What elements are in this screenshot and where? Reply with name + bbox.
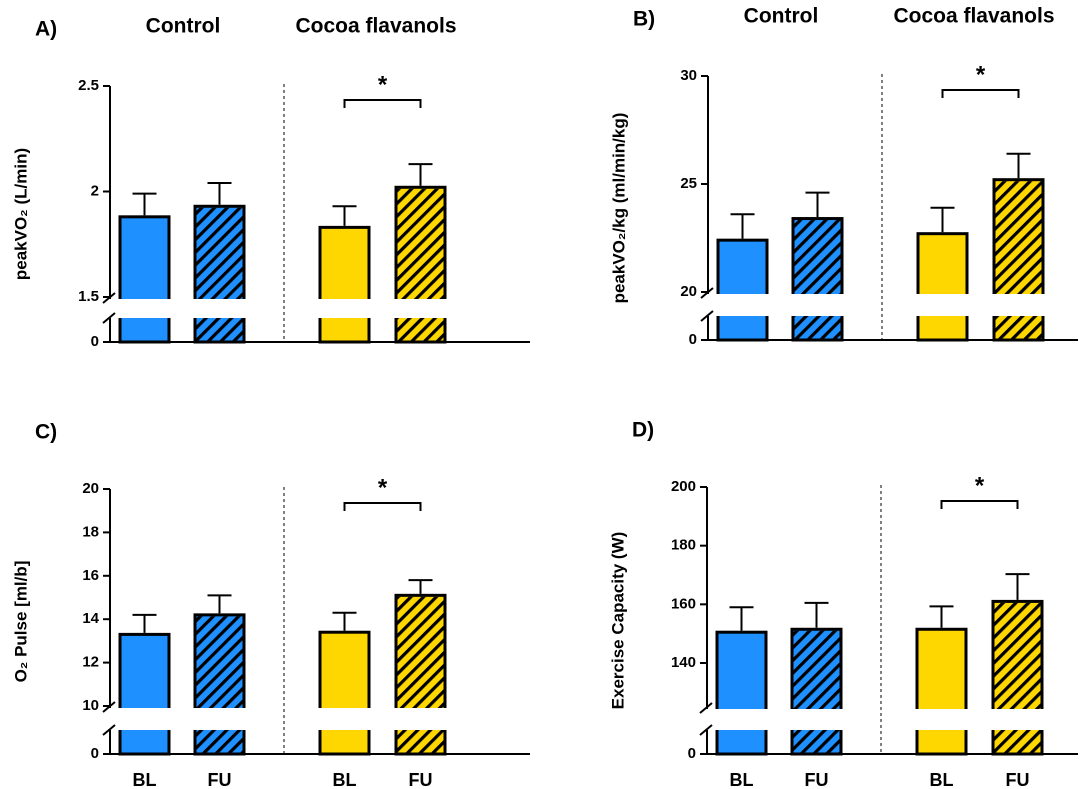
significance-bracket	[343, 99, 422, 108]
bar	[916, 232, 969, 342]
x-tick-label: BL	[133, 770, 157, 789]
y-tick-label: 30	[680, 67, 697, 84]
bar	[716, 238, 769, 342]
significance-bracket	[941, 89, 1020, 98]
break-mark	[699, 702, 713, 714]
significance-marker: *	[378, 71, 388, 98]
y-tick-label: 0	[689, 331, 697, 348]
x-tick-label: BL	[333, 770, 357, 789]
y-tick-label: 10	[82, 697, 99, 714]
y-tick-label: 18	[82, 523, 99, 540]
y-tick-label: 2	[91, 182, 99, 199]
y-tick-label: 2.5	[78, 77, 99, 94]
y-tick-label: 25	[680, 175, 697, 192]
bar	[318, 630, 371, 756]
y-tick-label: 200	[671, 478, 696, 495]
y-tick-label: 12	[82, 654, 99, 671]
group-title: Cocoa flavanols	[295, 15, 456, 38]
x-tick-label: BL	[730, 770, 754, 789]
axis-break-gap	[90, 299, 530, 318]
significance-marker: *	[378, 474, 388, 501]
break-mark	[700, 310, 714, 322]
y-tick-label: 1.5	[78, 288, 99, 305]
y-tick-label: 140	[671, 654, 696, 671]
significance-bracket	[343, 502, 422, 511]
break-mark	[102, 312, 116, 324]
panel-label: C)	[35, 421, 57, 444]
break-mark	[699, 724, 713, 736]
axis-break-gap	[90, 708, 530, 730]
panel-label: A)	[35, 18, 57, 41]
significance-bracket	[940, 500, 1019, 509]
bar-hatch	[794, 220, 841, 339]
panel-label: B)	[633, 8, 655, 31]
y-tick-label: 0	[91, 333, 99, 350]
y-axis-label: O₂ Pulse [ml/b]	[11, 561, 30, 683]
x-tick-label: FU	[805, 770, 829, 789]
break-mark	[102, 724, 116, 736]
bar	[715, 630, 768, 756]
axis-break-gap	[687, 709, 1078, 730]
bar	[318, 225, 371, 344]
bar	[118, 215, 171, 344]
y-tick-label: 0	[688, 745, 696, 762]
y-tick-label: 0	[91, 745, 99, 762]
bar	[915, 627, 968, 756]
panel-label: D)	[632, 419, 654, 442]
x-tick-label: BL	[930, 770, 954, 789]
x-tick-label: FU	[208, 770, 232, 789]
y-tick-label: 14	[82, 610, 99, 627]
x-tick-label: FU	[409, 770, 433, 789]
bar-hatch	[196, 616, 243, 753]
y-tick-label: 20	[680, 283, 697, 300]
bar-hatch	[793, 630, 840, 753]
bar	[118, 632, 171, 756]
group-title: Control	[146, 15, 221, 38]
x-tick-label: FU	[1006, 770, 1030, 789]
significance-marker: *	[975, 472, 985, 499]
y-tick-label: 160	[671, 595, 696, 612]
bar-hatch	[994, 602, 1041, 753]
group-title: Control	[744, 5, 819, 28]
bar-hatch	[196, 207, 243, 341]
group-title: Cocoa flavanols	[893, 5, 1054, 28]
y-tick-label: 16	[82, 567, 99, 584]
axis-break-gap	[688, 294, 1078, 316]
significance-marker: *	[976, 61, 986, 88]
y-axis-label: peakVO₂/kg (ml/min/kg)	[609, 113, 628, 304]
y-axis-label: peakVO₂ (L/min)	[11, 148, 30, 280]
y-tick-label: 20	[82, 480, 99, 497]
y-axis-label: Exercise Capacity (W)	[608, 532, 627, 710]
y-tick-label: 180	[671, 537, 696, 554]
